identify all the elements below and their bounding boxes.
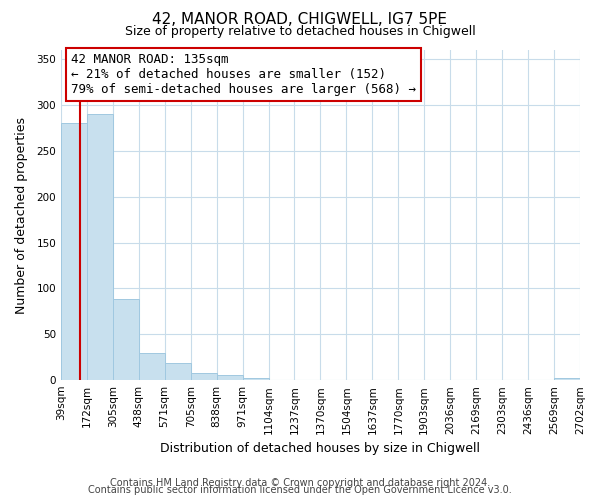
Bar (191, 372, 217, 380)
Text: 42, MANOR ROAD, CHIGWELL, IG7 5PE: 42, MANOR ROAD, CHIGWELL, IG7 5PE (152, 12, 448, 28)
Bar (217, 374, 242, 380)
Y-axis label: Number of detached properties: Number of detached properties (15, 116, 28, 314)
Bar (113, 300, 139, 380)
Bar (554, 378, 580, 380)
Bar (164, 362, 191, 380)
Bar (242, 378, 269, 380)
Text: Contains public sector information licensed under the Open Government Licence v3: Contains public sector information licen… (88, 485, 512, 495)
Bar (139, 352, 164, 380)
Bar (87, 114, 113, 380)
Text: Contains HM Land Registry data © Crown copyright and database right 2024.: Contains HM Land Registry data © Crown c… (110, 478, 490, 488)
Bar (61, 124, 87, 380)
Text: Size of property relative to detached houses in Chigwell: Size of property relative to detached ho… (125, 25, 475, 38)
Text: 42 MANOR ROAD: 135sqm
← 21% of detached houses are smaller (152)
79% of semi-det: 42 MANOR ROAD: 135sqm ← 21% of detached … (71, 54, 416, 96)
X-axis label: Distribution of detached houses by size in Chigwell: Distribution of detached houses by size … (160, 442, 481, 455)
